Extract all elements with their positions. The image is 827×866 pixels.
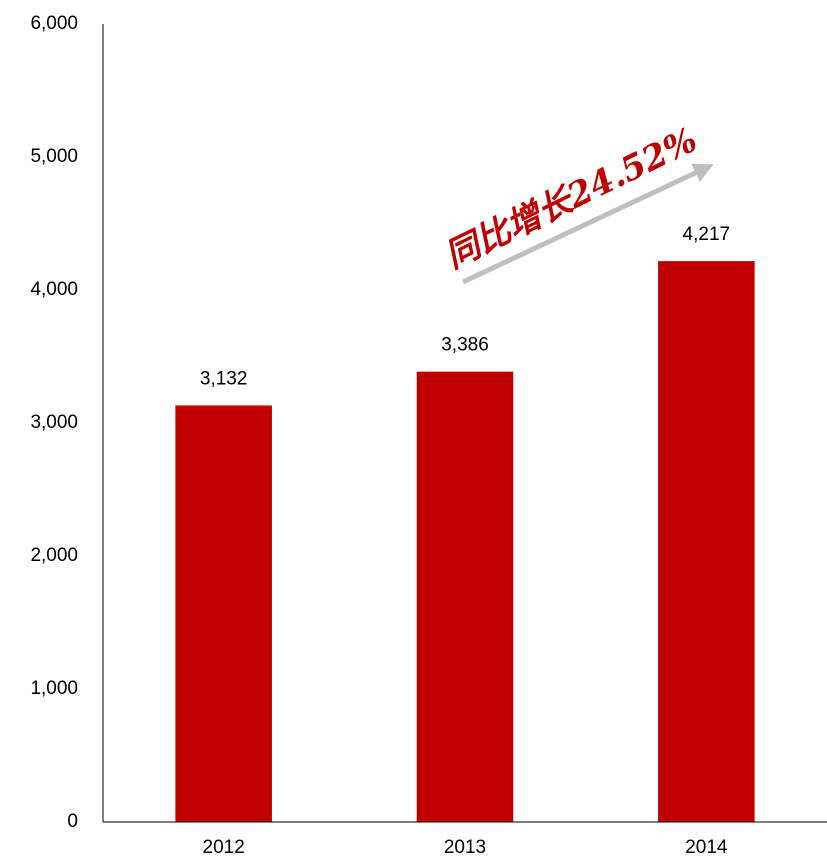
y-tick-label: 6,000 <box>30 13 78 34</box>
trend-arrow <box>461 163 714 285</box>
value-label: 4,217 <box>683 224 731 245</box>
annotation: 同比增长24.52% <box>439 120 704 276</box>
value-label: 3,386 <box>441 335 489 356</box>
x-tick-label: 2014 <box>685 837 728 858</box>
y-tick-label: 0 <box>67 811 78 832</box>
y-tick-label: 5,000 <box>30 146 78 167</box>
bar <box>416 371 514 822</box>
y-tick-label: 3,000 <box>30 412 78 433</box>
value-label: 3,132 <box>200 368 248 389</box>
y-tick-label: 1,000 <box>30 678 78 699</box>
y-tick-label: 4,000 <box>30 279 78 300</box>
y-tick-label: 2,000 <box>30 545 78 566</box>
x-tick-label: 2013 <box>444 837 486 858</box>
x-tick-label: 2012 <box>203 837 245 858</box>
bar <box>175 405 272 822</box>
bar <box>658 261 755 822</box>
